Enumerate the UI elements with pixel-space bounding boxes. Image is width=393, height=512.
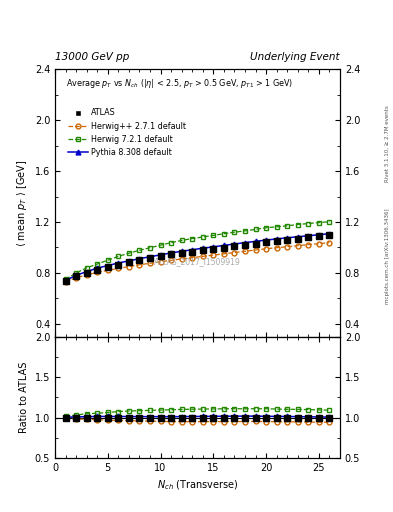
Text: 13000 GeV pp: 13000 GeV pp xyxy=(55,52,129,62)
Text: Average $p_T$ vs $N_{ch}$ ($|\eta|$ < 2.5, $p_T$ > 0.5 GeV, $p_{T1}$ > 1 GeV): Average $p_T$ vs $N_{ch}$ ($|\eta|$ < 2.… xyxy=(66,77,294,90)
Legend: ATLAS, Herwig++ 2.7.1 default, Herwig 7.2.1 default, Pythia 8.308 default: ATLAS, Herwig++ 2.7.1 default, Herwig 7.… xyxy=(65,105,189,160)
Text: Rivet 3.1.10, ≥ 2.7M events: Rivet 3.1.10, ≥ 2.7M events xyxy=(385,105,389,182)
X-axis label: $N_{ch}$ (Transverse): $N_{ch}$ (Transverse) xyxy=(157,479,238,492)
Y-axis label: Ratio to ATLAS: Ratio to ATLAS xyxy=(19,362,29,433)
Text: mcplots.cern.ch [arXiv:1306.3436]: mcplots.cern.ch [arXiv:1306.3436] xyxy=(385,208,389,304)
Text: ATLAS_2017_I1509919: ATLAS_2017_I1509919 xyxy=(154,257,241,266)
Text: Underlying Event: Underlying Event xyxy=(250,52,340,62)
Y-axis label: $\langle$ mean $p_T$ $\rangle$ [GeV]: $\langle$ mean $p_T$ $\rangle$ [GeV] xyxy=(15,159,29,247)
